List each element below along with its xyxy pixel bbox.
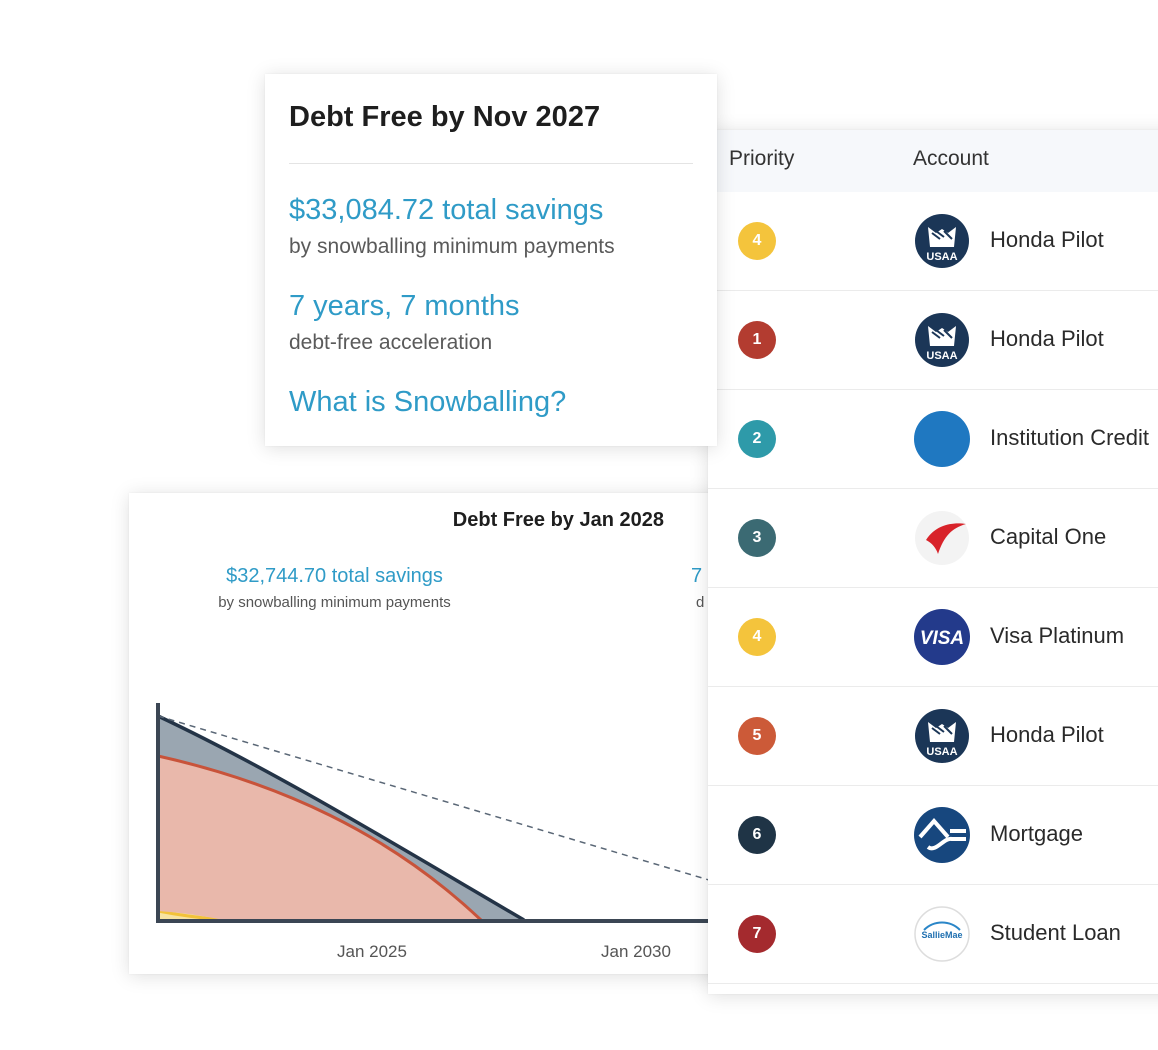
x-tick-label: Jan 2030 xyxy=(601,942,671,961)
visa-logo-text: VISA xyxy=(920,628,964,649)
priority-badge: 6 xyxy=(738,816,776,854)
priority-table-card: Priority Account 4 USAA Honda Pilot 1 US… xyxy=(708,130,1158,994)
account-name: Mortgage xyxy=(990,821,1083,846)
usaa-eagle-icon: USAA xyxy=(914,312,970,368)
priority-badge: 1 xyxy=(738,321,776,359)
table-row[interactable]: 6 Mortgage xyxy=(708,786,1158,885)
priority-badge: 4 xyxy=(738,618,776,656)
chart-area-series-2 xyxy=(158,756,481,920)
chart-acceleration-subtitle: d xyxy=(696,594,705,611)
chart-line-series-1 xyxy=(157,714,525,922)
account-name: Capital One xyxy=(990,524,1107,549)
account-name: Institution Credit xyxy=(990,425,1149,450)
summary-title: Debt Free by Nov 2027 xyxy=(289,101,601,133)
table-row[interactable]: 2 Institution Credit xyxy=(708,390,1158,489)
house-mortgage-icon xyxy=(914,807,970,863)
chart-acceleration-value: 7 xyxy=(691,565,703,587)
table-header: Priority Account xyxy=(708,130,1158,192)
x-tick-label: Jan 2025 xyxy=(337,942,407,961)
acceleration-subtitle: debt-free acceleration xyxy=(289,331,493,354)
usaa-logo-text: USAA xyxy=(926,350,957,362)
chart-savings-subtitle: by snowballing minimum payments xyxy=(218,594,451,611)
priority-column-header[interactable]: Priority xyxy=(729,147,795,170)
usaa-eagle-icon: USAA xyxy=(914,213,970,269)
debt-chart-card: Debt Free by Jan 2028 $32,744.70 total s… xyxy=(129,493,749,974)
account-name: Student Loan xyxy=(990,920,1121,945)
account-name: Visa Platinum xyxy=(990,623,1125,648)
account-name: Honda Pilot xyxy=(990,227,1104,252)
chart-savings-value: $32,744.70 total savings xyxy=(226,565,443,587)
priority-badge: 7 xyxy=(738,915,776,953)
total-savings-subtitle: by snowballing minimum payments xyxy=(289,235,615,258)
chart-title: Debt Free by Jan 2028 xyxy=(452,509,664,531)
sallie-mae-logo-text: SallieMae xyxy=(921,930,962,940)
summary-divider xyxy=(289,163,693,164)
table-body: 4 USAA Honda Pilot 1 USAA Honda Pilot 2 … xyxy=(708,192,1158,984)
priority-badge: 2 xyxy=(738,420,776,458)
visa-icon: VISA xyxy=(914,609,970,665)
what-is-snowballing-link[interactable]: What is Snowballing? xyxy=(289,386,567,418)
account-column-header[interactable]: Account xyxy=(913,147,989,170)
chart-line-series-2 xyxy=(157,754,483,922)
sallie-mae-icon: SallieMae xyxy=(914,906,970,962)
usaa-logo-text: USAA xyxy=(926,251,957,263)
capital-one-swoosh-icon xyxy=(914,510,970,566)
chart-dashed-projection-line xyxy=(157,715,720,884)
usaa-eagle-icon: USAA xyxy=(914,708,970,764)
chart-area-series-3 xyxy=(158,903,224,920)
priority-badge: 4 xyxy=(738,222,776,260)
blue-circle-icon xyxy=(914,411,970,467)
priority-badge: 5 xyxy=(738,717,776,755)
table-row[interactable]: 1 USAA Honda Pilot xyxy=(708,291,1158,390)
debt-payoff-area-chart: Jan 2025 Jan 2030 xyxy=(156,703,729,961)
acceleration-value: 7 years, 7 months xyxy=(289,290,520,322)
chart-area-series-1 xyxy=(158,716,524,920)
usaa-logo-text: USAA xyxy=(926,746,957,758)
account-name: Honda Pilot xyxy=(990,722,1104,747)
table-row[interactable]: 3 Capital One xyxy=(708,489,1158,588)
account-name: Honda Pilot xyxy=(990,326,1104,351)
priority-badge: 3 xyxy=(738,519,776,557)
table-row[interactable]: 7 SallieMae Student Loan xyxy=(708,885,1158,984)
table-row[interactable]: 4 VISA Visa Platinum xyxy=(708,588,1158,687)
table-row[interactable]: 4 USAA Honda Pilot xyxy=(708,192,1158,291)
table-row[interactable]: 5 USAA Honda Pilot xyxy=(708,687,1158,786)
total-savings-value: $33,084.72 total savings xyxy=(289,194,604,226)
debt-summary-card: Debt Free by Nov 2027 $33,084.72 total s… xyxy=(265,74,717,446)
